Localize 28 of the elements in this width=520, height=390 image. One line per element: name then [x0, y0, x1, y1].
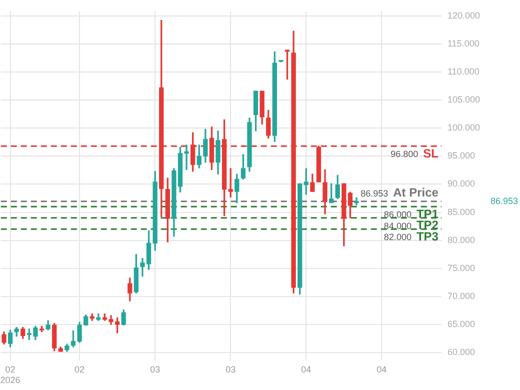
y-tick-label: 70.000: [447, 290, 475, 301]
x-tick-label: 04: [301, 364, 312, 374]
x-tick-label: 03: [150, 364, 160, 374]
y-tick-label: 75.000: [447, 262, 475, 273]
y-tick-label: 120.000: [447, 10, 480, 20]
y-tick-label: 85.000: [447, 206, 475, 217]
y-tick-label: 90.000: [447, 178, 475, 189]
y-tick-label: 95.000: [447, 150, 475, 161]
annotation: 86.000: [384, 210, 412, 220]
ref-line-label: At Price: [393, 186, 439, 200]
x-tick-label: 02: [74, 364, 85, 374]
x-tick-label: 02 2026: [0, 364, 20, 386]
y-tick-label: 80.000: [447, 234, 475, 245]
y-tick-label: 60.000: [447, 347, 475, 358]
y-tick-label: 100.000: [447, 122, 480, 133]
y-tick-label: 65.000: [447, 318, 475, 329]
text: 86.953: [490, 196, 518, 206]
y-tick-label: 105.000: [447, 94, 480, 105]
x-tick-label: 03: [226, 364, 236, 374]
annotation: 86.953: [360, 188, 388, 198]
x-tick-label: 04: [376, 364, 387, 374]
annotation: 84.000: [384, 220, 412, 231]
ref-line-label: TP1: [416, 206, 439, 221]
ref-line-label: SL: [423, 146, 438, 160]
y-tick-label: 110.000: [447, 66, 480, 76]
annotation: 82.000: [384, 232, 412, 242]
y-tick-label: 115.000: [447, 38, 480, 48]
annotation: 96.800: [390, 149, 418, 160]
